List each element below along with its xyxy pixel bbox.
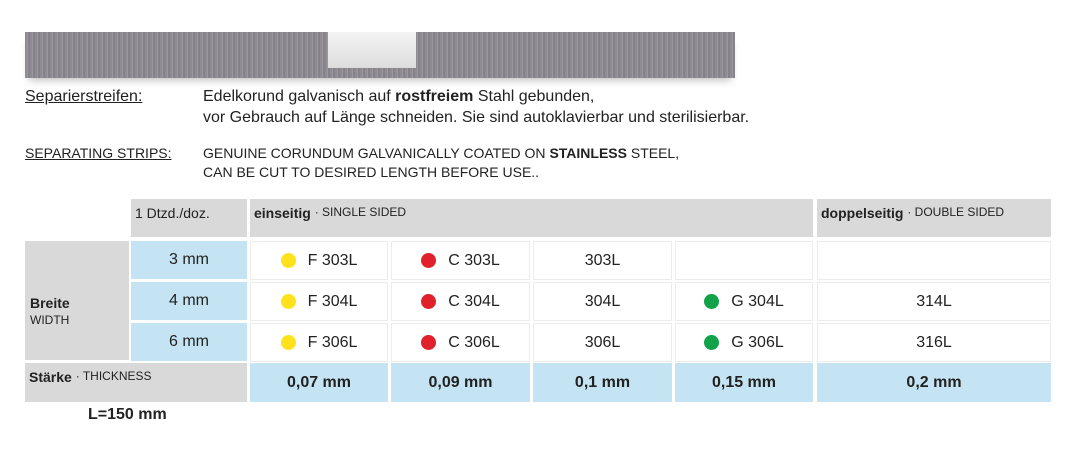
thickness-value: 0,09 mm — [391, 363, 530, 402]
thickness-value: 0,2 mm — [817, 363, 1051, 402]
product-cell: 316L — [817, 323, 1051, 362]
text: STEEL, — [626, 145, 680, 161]
color-dot — [704, 294, 720, 309]
product-code: F 306L — [307, 333, 358, 351]
text-bold: rostfreiem — [395, 88, 474, 105]
product-cell — [817, 241, 1051, 280]
product-code: 306L — [584, 333, 621, 351]
product-code: C 304L — [448, 292, 500, 310]
text-bold: einseitig — [254, 205, 311, 221]
thickness-value: 0,07 mm — [250, 363, 388, 402]
text: Edelkorund galvanisch auf — [203, 88, 396, 105]
width-cell: 3 mm — [131, 241, 247, 279]
product-cell: 303L — [533, 241, 672, 280]
de-line: vor Gebrauch auf Länge schneiden. Sie si… — [203, 109, 750, 126]
color-dot — [280, 253, 296, 268]
header-qty: 1 Dtzd./doz. — [131, 199, 247, 237]
color-dot — [280, 335, 296, 350]
product-code: G 304L — [731, 292, 784, 310]
width-cell: 6 mm — [131, 323, 247, 361]
product-code: 303L — [584, 251, 621, 269]
color-dot — [421, 335, 437, 350]
text-bold: doppelseitig — [821, 205, 904, 221]
row-label-cell: Breite WIDTH — [25, 241, 129, 360]
color-dot — [421, 253, 437, 268]
product-code: 304L — [584, 292, 621, 310]
de-line: Edelkorund galvanisch auf rostfreiem Sta… — [203, 86, 749, 107]
thickness-value: 0,15 mm — [675, 363, 813, 402]
text-bold: Stärke — [29, 369, 72, 385]
color-dot — [280, 294, 296, 309]
en-label: SEPARATING STRIPS: — [25, 145, 172, 161]
thickness-value: 0,1 mm — [533, 363, 672, 402]
product-image — [25, 32, 735, 78]
en-text: GENUINE CORUNDUM GALVANICALLY COATED ON … — [203, 144, 679, 182]
text: · SINGLE SIDED — [314, 205, 407, 219]
product-code: 314L — [916, 292, 952, 310]
de-text: Edelkorund galvanisch auf rostfreiem Sta… — [203, 86, 749, 128]
text: · DOUBLE SIDED — [907, 205, 1005, 219]
thickness-label: Stärke · THICKNESS — [25, 363, 247, 402]
text: · THICKNESS — [75, 369, 152, 383]
image-highlight — [328, 32, 416, 68]
product-cell: 314L — [817, 282, 1051, 321]
product-code: G 306L — [731, 333, 784, 351]
width-cell: 4 mm — [131, 282, 247, 320]
text: Stahl gebunden, — [473, 88, 595, 105]
product-code: F 304L — [307, 292, 358, 310]
product-cell: 304L — [533, 282, 672, 321]
de-label: Separierstreifen: — [25, 88, 143, 105]
product-cell: F 306L — [250, 323, 388, 362]
header-single: einseitig · SINGLE SIDED — [250, 199, 813, 237]
product-cell: 306L — [533, 323, 672, 362]
product-code: C 306L — [448, 333, 500, 351]
product-code: F 303L — [307, 251, 358, 269]
text: 1 Dtzd./doz. — [135, 205, 210, 221]
header-double: doppelseitig · DOUBLE SIDED — [817, 199, 1051, 237]
color-dot — [421, 294, 437, 309]
product-cell: C 303L — [391, 241, 530, 280]
product-cell — [675, 241, 813, 280]
text-bold: STAINLESS — [549, 145, 627, 161]
product-cell: C 306L — [391, 323, 530, 362]
product-cell: C 304L — [391, 282, 530, 321]
row-label: Breite — [30, 295, 70, 311]
color-dot — [704, 335, 720, 350]
product-code: C 303L — [448, 251, 500, 269]
row-label-en: WIDTH — [30, 313, 70, 327]
product-cell: G 306L — [675, 323, 813, 362]
product-cell: F 304L — [250, 282, 388, 321]
product-cell: F 303L — [250, 241, 388, 280]
en-line: GENUINE CORUNDUM GALVANICALLY COATED ON … — [203, 144, 679, 163]
product-cell: G 304L — [675, 282, 813, 321]
product-code: 316L — [916, 333, 952, 351]
en-line: CAN BE CUT TO DESIRED LENGTH BEFORE USE.… — [203, 164, 540, 180]
footer: L=150 mm — [88, 406, 167, 423]
text: GENUINE CORUNDUM GALVANICALLY COATED ON — [203, 145, 550, 161]
